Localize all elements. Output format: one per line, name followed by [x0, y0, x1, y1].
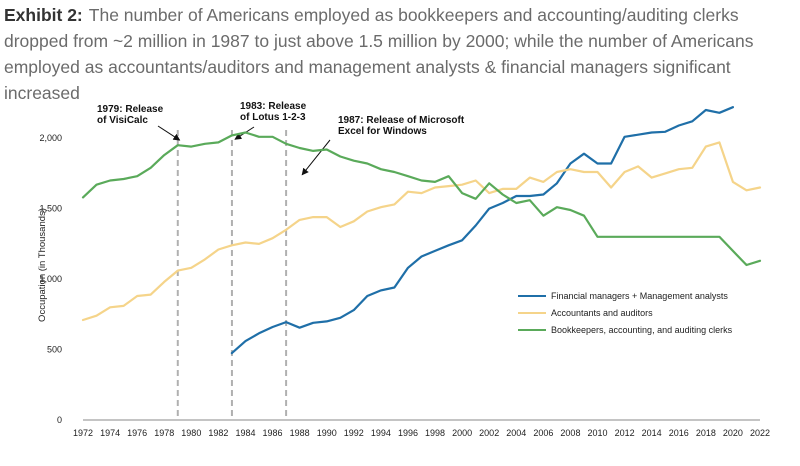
y-tick-label: 2,000 [39, 133, 62, 143]
chart-legend: Financial managers + Management analysts… [518, 291, 733, 335]
x-tick-label: 2014 [642, 428, 662, 438]
x-tick-label: 2002 [479, 428, 499, 438]
exhibit-label: Exhibit 2: [4, 5, 83, 25]
x-tick-label: 2004 [506, 428, 526, 438]
y-tick-label: 0 [57, 415, 62, 425]
x-tick-label: 1978 [154, 428, 174, 438]
x-tick-label: 2022 [750, 428, 770, 438]
x-tick-label: 2016 [669, 428, 689, 438]
x-tick-label: 1986 [263, 428, 283, 438]
annotation-label-1987: 1987: Release of Microsoft [338, 115, 465, 126]
annotation-label-1979: of VisiCalc [97, 115, 148, 126]
x-tick-label: 1980 [181, 428, 201, 438]
x-tick-label: 2012 [615, 428, 635, 438]
annotation-label-1983: of Lotus 1-2-3 [240, 112, 306, 123]
x-tick-label: 1982 [208, 428, 228, 438]
annotation-arrow-1979 [157, 125, 181, 141]
x-tick-label: 1992 [344, 428, 364, 438]
y-tick-label: 1,500 [39, 204, 62, 214]
annotation-arrow-1987 [301, 139, 331, 176]
y-tick-label: 500 [47, 345, 62, 355]
series-line-2 [81, 131, 762, 267]
x-tick-label: 2006 [533, 428, 553, 438]
annotation-label-1983: 1983: Release [240, 101, 307, 112]
legend-label-1: Accountants and auditors [551, 308, 653, 318]
x-tick-label: 2020 [723, 428, 743, 438]
x-tick-label: 1974 [100, 428, 120, 438]
series-line-0 [230, 106, 735, 355]
x-tick-label: 2008 [560, 428, 580, 438]
y-tick-label: 1,000 [39, 274, 62, 284]
series-line-1 [81, 141, 762, 322]
x-tick-label: 1994 [371, 428, 391, 438]
y-axis-label: Occupation (in Thousands) [37, 208, 48, 322]
legend-label-0: Financial managers + Management analysts [551, 291, 728, 301]
annotation-label-1987: Excel for Windows [338, 126, 427, 137]
x-tick-label: 1996 [398, 428, 418, 438]
x-tick-label: 1984 [235, 428, 255, 438]
x-tick-label: 1976 [127, 428, 147, 438]
exhibit-description: The number of Americans employed as book… [4, 5, 754, 103]
exhibit-header: Exhibit 2: The number of Americans employ… [4, 2, 794, 106]
annotation-label-1979: 1979: Release [97, 104, 164, 115]
legend-label-2: Bookkeepers, accounting, and auditing cl… [551, 325, 733, 335]
chart-series [81, 106, 762, 355]
x-tick-label: 2000 [452, 428, 472, 438]
x-tick-label: 2018 [696, 428, 716, 438]
x-tick-label: 1988 [290, 428, 310, 438]
x-tick-label: 1990 [317, 428, 337, 438]
x-tick-label: 1998 [425, 428, 445, 438]
x-tick-label: 1972 [73, 428, 93, 438]
x-tick-label: 2010 [588, 428, 608, 438]
chart-axes: 1972 1974 1976 1978 1980 1982 1984 1986 1988 1990… [37, 133, 770, 438]
